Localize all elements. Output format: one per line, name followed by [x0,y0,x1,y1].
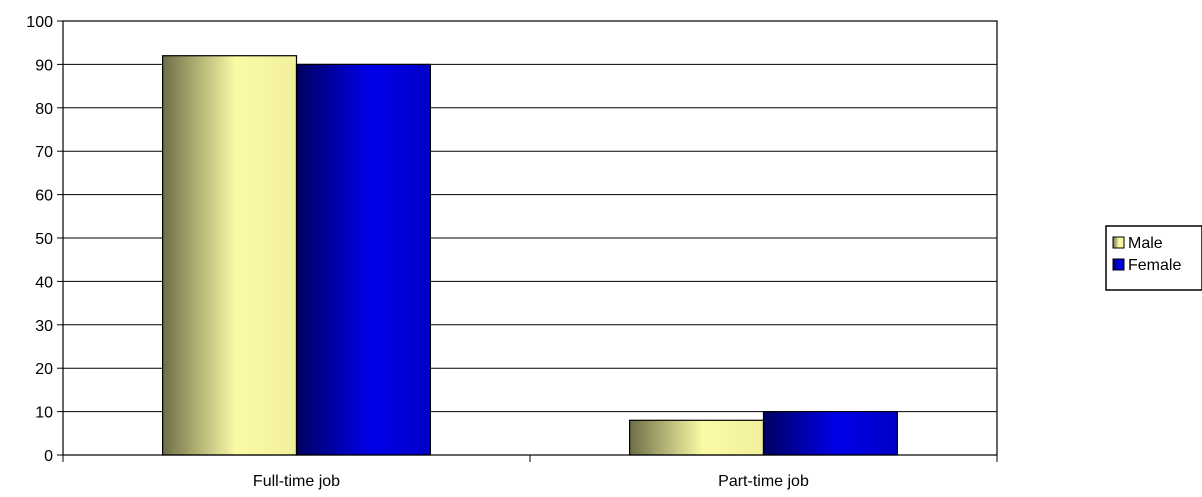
y-tick-label: 50 [35,231,53,248]
bar-female-2 [762,411,898,456]
y-tick-label: 10 [35,405,53,422]
y-tick-label: 0 [44,448,53,465]
y-tick-label: 20 [35,361,53,378]
legend-swatch-female [1112,258,1125,271]
legend-swatch-male [1112,236,1125,249]
bars [162,55,898,456]
y-tick-label: 60 [35,188,53,205]
legend-label-male: Male [1128,235,1163,252]
bar-female-1 [295,63,431,456]
y-tick-labels: 0 10 20 30 40 50 60 70 80 90 100 [26,14,53,465]
axes [57,20,998,462]
y-tick-label: 30 [35,318,53,335]
x-tick-label: Part-time job [718,473,809,490]
y-tick-label: 80 [35,101,53,118]
y-tick-label: 40 [35,274,53,291]
y-tick-label: 70 [35,144,53,161]
x-tick-label: Full-time job [253,473,340,490]
y-tick-label: 90 [35,57,53,74]
legend-label-female: Female [1128,257,1181,274]
x-tick-labels: Full-time job Part-time job [253,473,809,490]
legend: Male Female [1105,225,1202,291]
bar-male-2 [629,419,765,456]
bar-male-1 [162,55,298,456]
y-tick-label: 100 [26,14,53,31]
